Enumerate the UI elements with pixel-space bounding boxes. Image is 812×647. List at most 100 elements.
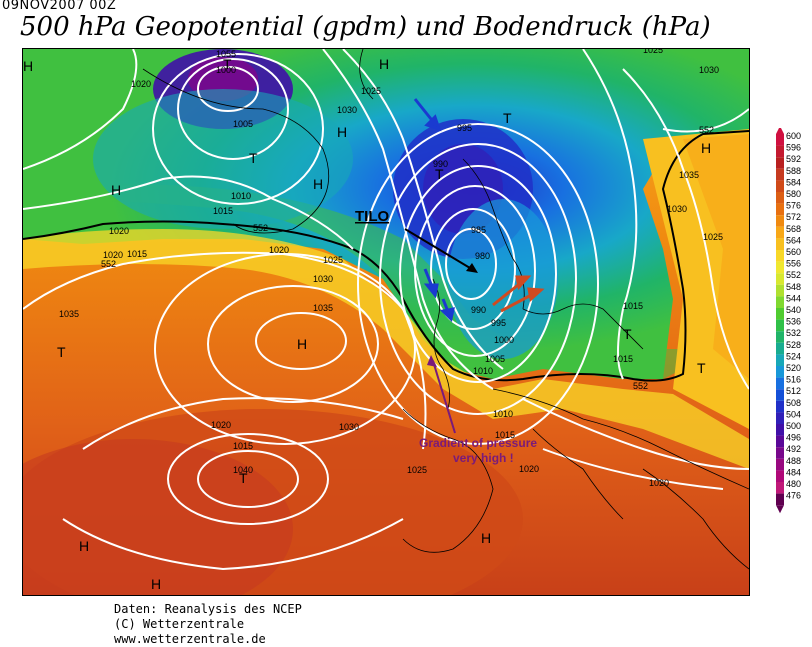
system-marker: H bbox=[23, 58, 33, 74]
system-marker: T bbox=[249, 150, 258, 166]
color-swatch bbox=[776, 342, 784, 355]
pressure-label: 1000 bbox=[216, 65, 236, 75]
pressure-label: 1035 bbox=[313, 303, 333, 313]
pressure-label: 1005 bbox=[485, 354, 505, 364]
pressure-label: 1025 bbox=[323, 255, 343, 265]
color-scale-label: 572 bbox=[786, 212, 801, 222]
color-scale-label: 532 bbox=[786, 328, 801, 338]
color-swatch bbox=[776, 203, 784, 216]
color-swatch bbox=[776, 493, 784, 506]
color-scale-label: 516 bbox=[786, 375, 801, 385]
pressure-label: 990 bbox=[433, 159, 448, 169]
color-scale-label: 508 bbox=[786, 398, 801, 408]
pressure-label: 1020 bbox=[211, 420, 231, 430]
color-swatch bbox=[776, 377, 784, 390]
pressure-label: 1055 bbox=[216, 49, 236, 59]
pressure-label: 1025 bbox=[703, 232, 723, 242]
pressure-label: 1030 bbox=[337, 105, 357, 115]
pressure-label: 995 bbox=[491, 318, 506, 328]
color-swatch bbox=[776, 180, 784, 192]
storm-name-label: TILO bbox=[355, 208, 389, 225]
pressure-label: 1015 bbox=[623, 301, 643, 311]
color-swatch bbox=[776, 482, 784, 494]
color-scale-label: 528 bbox=[786, 340, 801, 350]
pressure-label: 1020 bbox=[131, 79, 151, 89]
color-swatch bbox=[776, 215, 784, 227]
pressure-label: 1010 bbox=[473, 366, 493, 376]
pressure-label: 552 bbox=[699, 125, 714, 135]
pressure-label: 995 bbox=[457, 123, 472, 133]
credits: Daten: Reanalysis des NCEP (C) Wetterzen… bbox=[114, 602, 302, 647]
color-swatch bbox=[776, 296, 784, 308]
pressure-label: 1020 bbox=[103, 250, 123, 260]
color-swatch bbox=[776, 261, 784, 274]
pressure-label: 1000 bbox=[494, 335, 514, 345]
color-swatch bbox=[776, 238, 784, 250]
system-marker: H bbox=[151, 576, 161, 592]
color-swatch bbox=[776, 389, 784, 401]
color-swatch bbox=[776, 435, 784, 448]
color-scale-label: 520 bbox=[786, 363, 801, 373]
credit-line: www.wetterzentrale.de bbox=[114, 632, 266, 646]
system-marker: H bbox=[337, 124, 347, 140]
pressure-label: 1015 bbox=[613, 354, 633, 364]
weather-map: TILO Gradient of pressure very high ! 10… bbox=[22, 48, 750, 596]
tilo-arrow bbox=[404, 228, 476, 272]
color-swatch bbox=[776, 192, 784, 204]
color-swatch bbox=[776, 400, 784, 413]
gradient-arrow bbox=[432, 360, 456, 434]
pressure-label: 1030 bbox=[339, 422, 359, 432]
field-yellow-east2 bbox=[683, 134, 749, 379]
color-scale-label: 544 bbox=[786, 293, 801, 303]
credit-line: Daten: Reanalysis des NCEP bbox=[114, 602, 302, 616]
pressure-label: 1015 bbox=[213, 206, 233, 216]
color-scale-label: 540 bbox=[786, 305, 801, 315]
system-marker: H bbox=[313, 176, 323, 192]
pressure-label: 1040 bbox=[233, 465, 253, 475]
color-swatch bbox=[776, 157, 784, 169]
pressure-label: 1030 bbox=[699, 65, 719, 75]
pressure-label: 1030 bbox=[313, 274, 333, 284]
system-marker: H bbox=[723, 49, 733, 52]
color-scale-label: 488 bbox=[786, 456, 801, 466]
system-marker: T bbox=[697, 360, 706, 376]
pressure-label: 1020 bbox=[649, 478, 669, 488]
pressure-systems: H H H H T T T H T T H T H H H T H T H bbox=[23, 49, 733, 592]
system-marker: T bbox=[223, 56, 232, 72]
field-yellow-band bbox=[23, 229, 749, 469]
color-scale-label: 564 bbox=[786, 235, 801, 245]
color-scale-label: 580 bbox=[786, 189, 801, 199]
pressure-label: 552 bbox=[253, 223, 268, 233]
color-scale-label: 500 bbox=[786, 421, 801, 431]
color-swatch bbox=[776, 354, 784, 366]
pressure-label: 1015 bbox=[233, 441, 253, 451]
system-marker: H bbox=[481, 530, 491, 546]
pressure-label: 1030 bbox=[667, 204, 687, 214]
wind-arrows-red bbox=[492, 275, 545, 313]
gradient-label-line1: Gradient of pressure bbox=[419, 436, 537, 450]
system-marker: H bbox=[111, 182, 121, 198]
pressure-label: 1010 bbox=[231, 191, 251, 201]
color-scale-label: 476 bbox=[786, 491, 801, 501]
color-scale-label: 588 bbox=[786, 166, 801, 176]
field-green-band bbox=[23, 184, 683, 379]
color-swatch bbox=[776, 226, 784, 239]
system-marker: T bbox=[435, 166, 444, 182]
color-swatch bbox=[776, 273, 784, 285]
timestamp: 09NOV2007 00Z bbox=[2, 0, 117, 13]
color-swatch bbox=[776, 308, 784, 320]
pressure-labels: 1000 1020 1025 1030 1055 1010 1005 995 9… bbox=[59, 49, 723, 488]
pressure-label: 1035 bbox=[59, 309, 79, 319]
pressure-label: 552 bbox=[633, 381, 648, 391]
color-scale-label: 496 bbox=[786, 433, 801, 443]
system-marker: T bbox=[623, 326, 632, 342]
credit-line: (C) Wetterzentrale bbox=[114, 617, 245, 631]
color-swatch bbox=[776, 447, 784, 459]
system-marker: H bbox=[701, 140, 711, 156]
color-scale-label: 480 bbox=[786, 479, 801, 489]
color-scale-label: 600 bbox=[786, 131, 801, 141]
color-scale: 600 596 592 588 584 580 576 572 568 564 560 556 552 5… bbox=[764, 126, 808, 522]
isobars bbox=[23, 49, 749, 571]
color-swatch bbox=[776, 319, 784, 332]
